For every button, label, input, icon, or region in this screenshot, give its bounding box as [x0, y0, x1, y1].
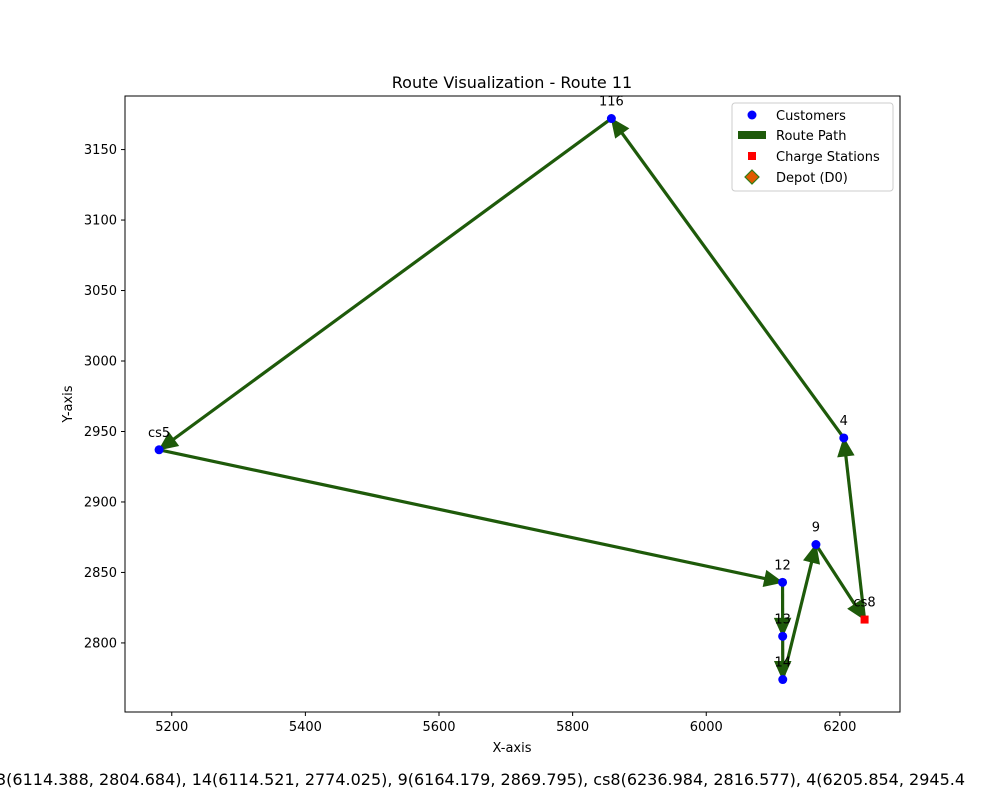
y-axis-label: Y-axis: [61, 385, 76, 423]
x-tick-label: 6000: [690, 720, 723, 735]
customer-point: [778, 675, 787, 684]
y-tick-label: 2800: [84, 636, 117, 651]
x-tick-label: 5800: [556, 720, 589, 735]
customer-point: [839, 433, 848, 442]
route-coordinates-footer: 3(6114.388, 2804.684), 14(6114.521, 2774…: [0, 770, 965, 789]
customer-point: [607, 114, 616, 123]
x-tick-label: 6200: [823, 720, 856, 735]
x-tick-label: 5400: [289, 720, 322, 735]
y-tick-label: 2950: [84, 425, 117, 440]
charge-station-label: cs8: [853, 596, 875, 611]
charge-station-point: [861, 616, 869, 624]
y-tick-label: 2900: [84, 495, 117, 510]
legend: Customers Route Path Charge Stations Dep…: [732, 103, 893, 191]
customer-label: 116: [599, 95, 624, 110]
customer-label: 13: [774, 612, 791, 627]
y-tick-label: 3000: [84, 355, 117, 370]
customer-label: 9: [812, 521, 820, 536]
customer-point: [778, 578, 787, 587]
customer-label: 12: [774, 558, 791, 573]
y-tick-label: 3100: [84, 214, 117, 229]
customer-point: [778, 632, 787, 641]
legend-charge-marker: [748, 152, 756, 160]
legend-customers-label: Customers: [776, 109, 846, 124]
y-tick-label: 3050: [84, 284, 117, 299]
y-tick-label: 2850: [84, 566, 117, 581]
customer-label: 14: [774, 656, 791, 671]
legend-route-label: Route Path: [776, 129, 846, 144]
legend-charge-label: Charge Stations: [776, 150, 880, 165]
customer-point: [811, 540, 820, 549]
legend-route-marker: [738, 131, 766, 139]
x-tick-label: 5200: [155, 720, 188, 735]
x-axis-label: X-axis: [493, 741, 532, 756]
legend-customer-marker: [748, 111, 757, 120]
customer-label: cs5: [148, 426, 170, 441]
legend-depot-label: Depot (D0): [776, 171, 848, 186]
y-tick-label: 3150: [84, 143, 117, 158]
x-tick-label: 5600: [422, 720, 455, 735]
customer-label: 4: [840, 414, 848, 429]
chart-title: Route Visualization - Route 11: [392, 73, 632, 92]
customer-point: [155, 445, 164, 454]
